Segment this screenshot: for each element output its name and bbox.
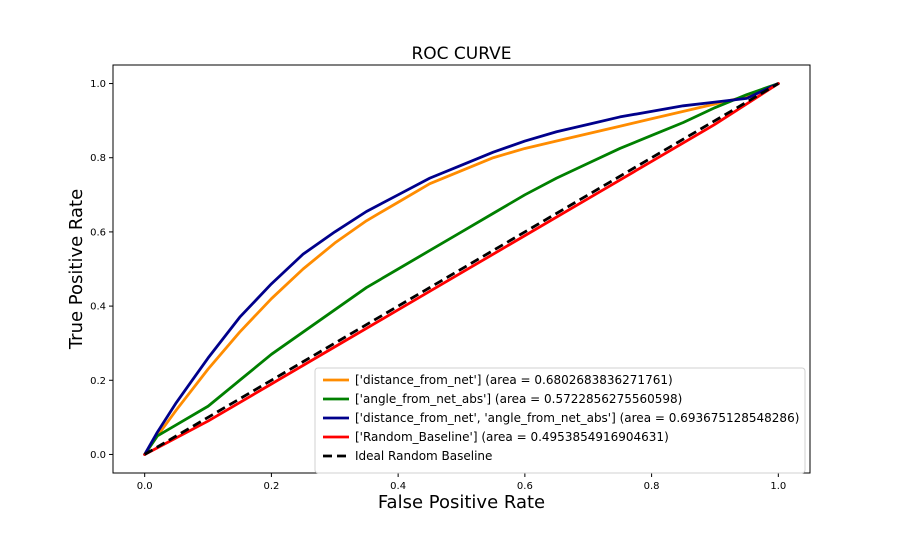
x-tick-label: 0.6 [517, 481, 533, 492]
series-line-4 [143, 82, 780, 456]
legend-label: ['Random_Baseline'] (area = 0.4953854916… [355, 430, 669, 444]
series-line-3 [143, 82, 780, 456]
x-tick-label: 1.0 [770, 481, 786, 492]
x-axis: 0.0 0.2 0.4 0.6 0.8 1.0 [137, 473, 786, 492]
series-line-1 [143, 82, 780, 456]
legend-label: ['angle_from_net_abs'] (area = 0.5722856… [355, 392, 682, 406]
legend-label: ['distance_from_net', 'angle_from_net_ab… [355, 411, 799, 425]
series-line-0 [143, 82, 780, 456]
y-tick-label: 0.8 [90, 153, 106, 164]
y-tick-label: 0.0 [90, 450, 106, 461]
legend: ['distance_from_net'] (area = 0.68026838… [314, 367, 806, 474]
y-axis: 0.0 0.2 0.4 0.6 0.8 1.0 [90, 79, 113, 461]
x-tick-label: 0.8 [644, 481, 660, 492]
x-tick-label: 0.0 [137, 481, 153, 492]
x-tick-label: 0.4 [390, 481, 406, 492]
legend-label: Ideal Random Baseline [355, 449, 492, 463]
series-lines [143, 82, 780, 456]
legend-label: ['distance_from_net'] (area = 0.68026838… [355, 373, 673, 387]
y-tick-label: 0.2 [90, 376, 106, 387]
y-tick-label: 0.6 [90, 227, 106, 238]
legend-box [314, 367, 806, 474]
x-axis-label: False Positive Rate [378, 492, 545, 513]
y-tick-label: 0.4 [90, 302, 106, 313]
series-line-2 [143, 82, 780, 456]
y-tick-label: 1.0 [90, 79, 106, 90]
chart-title: ROC CURVE [411, 44, 511, 64]
x-tick-label: 0.2 [263, 481, 279, 492]
y-axis-label: True Positive Rate [66, 189, 87, 350]
